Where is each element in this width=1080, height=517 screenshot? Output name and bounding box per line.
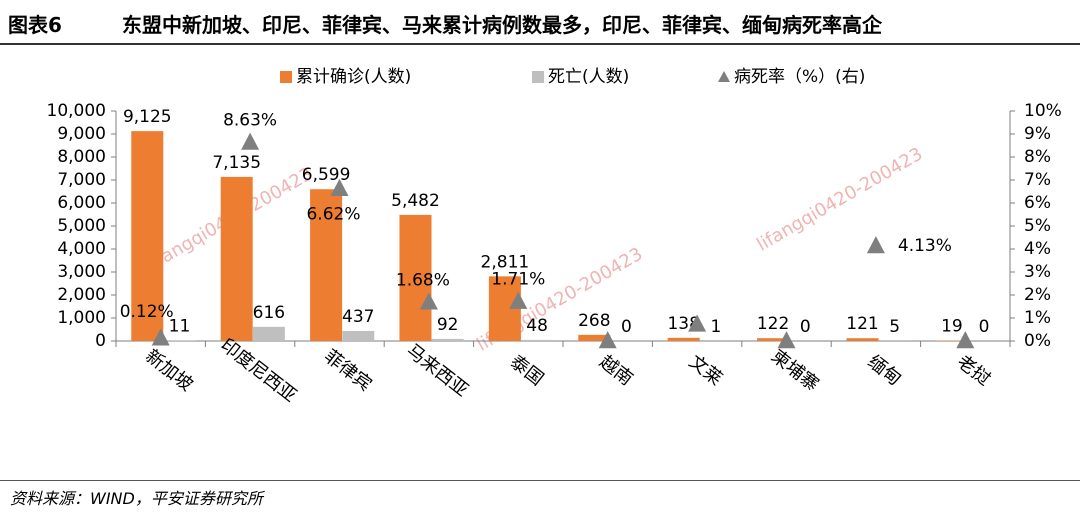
- data-label-confirmed: 9,125: [123, 107, 172, 127]
- y-left-tick-label: 2,000: [57, 285, 106, 305]
- data-label-confirmed: 268: [578, 311, 610, 331]
- data-label-fatality-rate: 1.71%: [491, 270, 545, 290]
- y-left-tick-label: 1,000: [57, 308, 106, 328]
- legend-label: 死亡(人数): [548, 67, 629, 87]
- marker-fatality-rate: [509, 291, 528, 309]
- bar-confirmed: [846, 338, 879, 341]
- bar-confirmed: [131, 131, 164, 341]
- data-label-confirmed: 7,135: [212, 153, 261, 173]
- bar-confirmed: [578, 334, 611, 341]
- header-rule: [0, 43, 1080, 45]
- y-right-tick-label: 2%: [1024, 285, 1051, 305]
- bar-deaths: [431, 338, 464, 341]
- combo-chart: lifangqi0420-200423lifangqi0420-200423li…: [47, 67, 1062, 407]
- figure-title: 东盟中新加坡、印尼、菲律宾、马来累计病例数最多，印尼、菲律宾、缅甸病死率高企: [122, 13, 882, 37]
- x-category-label: 泰国: [506, 351, 547, 390]
- data-label-deaths: 437: [342, 307, 374, 327]
- x-category-label: 马来西亚: [402, 340, 472, 401]
- y-left-tick-label: 0: [95, 331, 106, 351]
- bar-confirmed: [399, 214, 432, 341]
- x-category-label: 菲律宾: [320, 346, 375, 396]
- bar-confirmed: [310, 189, 343, 341]
- y-left-tick-label: 7,000: [57, 170, 106, 190]
- bar-confirmed: [757, 338, 790, 341]
- data-label-confirmed: 6,599: [302, 165, 351, 185]
- y-left-tick-label: 8,000: [57, 147, 106, 167]
- marker-fatality-rate: [241, 132, 260, 150]
- y-right-tick-label: 5%: [1024, 216, 1051, 236]
- data-label-deaths: 1: [710, 317, 721, 337]
- data-label-fatality-rate: 4.13%: [898, 236, 952, 256]
- y-right-tick-label: 8%: [1024, 147, 1051, 167]
- data-label-fatality-rate: 6.62%: [306, 205, 360, 225]
- marker-fatality-rate: [419, 292, 438, 310]
- marker-fatality-rate: [598, 331, 617, 349]
- bar-deaths: [342, 330, 375, 341]
- legend-swatch: [532, 71, 544, 83]
- y-left-tick-label: 4,000: [57, 239, 106, 259]
- data-label-fatality-rate: 8.63%: [223, 111, 277, 131]
- marker-fatality-rate: [866, 236, 885, 254]
- data-label-deaths: 92: [437, 315, 459, 335]
- x-category-label: 新加坡: [141, 346, 196, 396]
- legend-label: 病死率（%）(右): [734, 67, 865, 87]
- y-right-tick-label: 6%: [1024, 193, 1051, 213]
- y-right-tick-label: 4%: [1024, 239, 1051, 259]
- x-category-label: 越南: [595, 351, 636, 390]
- y-right-tick-label: 0%: [1024, 331, 1051, 351]
- x-category-label: 老挝: [953, 351, 994, 390]
- data-label-fatality-rate: 1.68%: [396, 270, 450, 290]
- data-label-confirmed: 2,811: [481, 252, 530, 272]
- x-category-label: 柬埔寨: [767, 346, 822, 396]
- data-label-deaths: 0: [979, 317, 990, 337]
- data-label-confirmed: 122: [757, 314, 789, 334]
- bar-deaths: [252, 326, 285, 341]
- bar-confirmed: [667, 337, 700, 341]
- data-label-deaths: 5: [889, 317, 900, 337]
- x-category-label: 文莱: [685, 351, 726, 390]
- y-right-tick-label: 9%: [1024, 124, 1051, 144]
- footer-rule: [0, 480, 1080, 481]
- data-label-fatality-rate: 0.12%: [120, 302, 174, 322]
- y-right-tick-label: 10%: [1024, 101, 1062, 121]
- data-label-confirmed: 121: [846, 314, 878, 334]
- marker-fatality-rate: [956, 331, 975, 349]
- marker-fatality-rate: [330, 178, 349, 196]
- x-category-label: 印度尼西亚: [216, 335, 300, 407]
- y-right-tick-label: 3%: [1024, 262, 1051, 282]
- y-left-tick-label: 6,000: [57, 193, 106, 213]
- y-left-tick-label: 9,000: [57, 124, 106, 144]
- data-label-deaths: 0: [621, 317, 632, 337]
- legend-label: 累计确诊(人数): [296, 67, 411, 87]
- marker-fatality-rate: [777, 331, 796, 349]
- marker-fatality-rate: [151, 328, 170, 346]
- y-left-tick-label: 10,000: [47, 101, 106, 121]
- data-label-confirmed: 19: [941, 317, 963, 337]
- figure-label: 图表6: [8, 13, 62, 37]
- legend-swatch: [718, 71, 730, 82]
- x-category-label: 缅甸: [864, 351, 905, 390]
- data-label-deaths: 616: [253, 303, 285, 323]
- data-label-confirmed: 5,482: [391, 191, 440, 211]
- y-right-tick-label: 7%: [1024, 170, 1051, 190]
- source-note: 资料来源：WIND，平安证券研究所: [10, 489, 263, 508]
- data-label-deaths: 0: [800, 317, 811, 337]
- bar-deaths: [521, 339, 554, 341]
- y-right-tick-label: 1%: [1024, 308, 1051, 328]
- y-left-tick-label: 3,000: [57, 262, 106, 282]
- legend-swatch: [280, 71, 292, 83]
- bar-confirmed: [220, 176, 253, 341]
- marker-fatality-rate: [688, 314, 707, 332]
- data-label-deaths: 11: [169, 317, 191, 337]
- data-label-deaths: 48: [526, 316, 548, 336]
- y-left-tick-label: 5,000: [57, 216, 106, 236]
- figure-header: 图表6 东盟中新加坡、印尼、菲律宾、马来累计病例数最多，印尼、菲律宾、缅甸病死率…: [0, 0, 1080, 44]
